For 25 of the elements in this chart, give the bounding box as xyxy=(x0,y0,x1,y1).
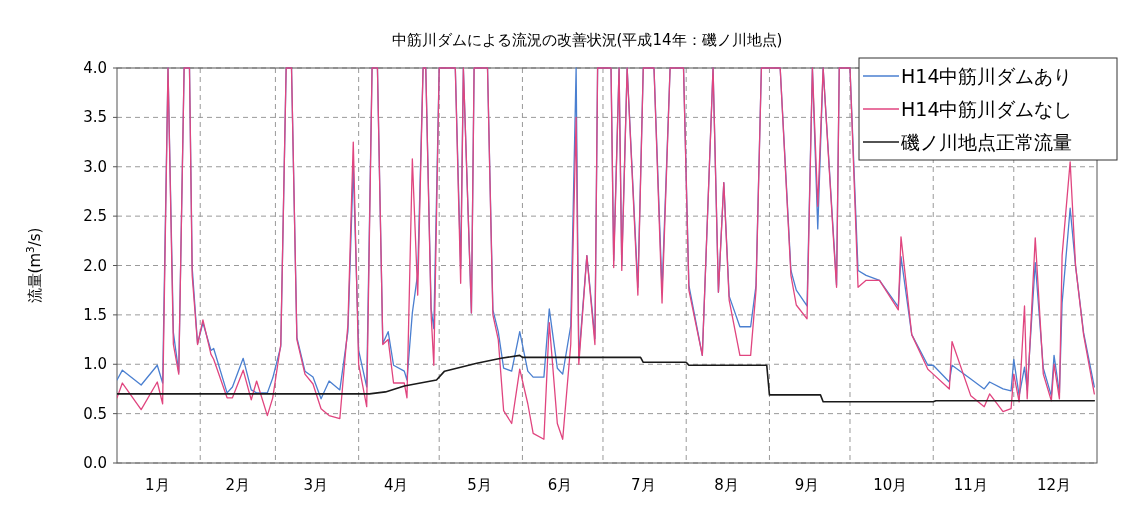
legend-label: H14中筋川ダムあり xyxy=(901,65,1073,87)
y-tick-label: 1.0 xyxy=(83,355,107,374)
x-tick-label: 7月 xyxy=(630,476,656,494)
x-tick-label: 2月 xyxy=(225,476,251,494)
legend-label: H14中筋川ダムなし xyxy=(901,98,1073,120)
y-tick-label: 3.0 xyxy=(83,157,107,176)
y-tick-label: 2.5 xyxy=(83,207,107,226)
y-tick-label: 1.5 xyxy=(83,305,107,324)
x-tick-label: 11月 xyxy=(953,476,988,494)
x-tick-label: 12月 xyxy=(1036,476,1072,494)
y-tick-label: 3.5 xyxy=(83,108,107,127)
x-tick-label: 1月 xyxy=(145,476,170,494)
y-tick-label: 0.5 xyxy=(83,404,107,423)
x-tick-label: 9月 xyxy=(794,476,820,494)
legend-label: 磯ノ川地点正常流量 xyxy=(900,131,1072,153)
x-tick-label: 5月 xyxy=(467,476,492,494)
x-tick-label: 6月 xyxy=(547,476,573,494)
y-tick-label: 4.0 xyxy=(83,59,107,77)
x-tick-label: 8月 xyxy=(714,476,739,494)
chart-title: 中筋川ダムによる流況の改善状況(平成14年：磯ノ川地点) xyxy=(391,31,783,49)
x-tick-label: 10月 xyxy=(873,476,908,494)
x-tick-label: 4月 xyxy=(383,476,409,494)
y-tick-label: 0.0 xyxy=(83,454,107,472)
x-tick-label: 3月 xyxy=(303,476,328,494)
y-tick-label: 2.0 xyxy=(83,256,107,275)
